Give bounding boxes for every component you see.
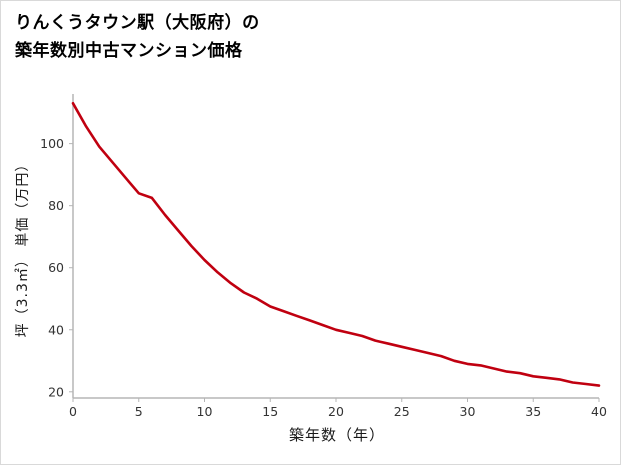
- x-tick-label: 5: [135, 404, 143, 419]
- y-tick-label: 40: [48, 322, 64, 337]
- x-tick-label: 15: [262, 404, 278, 419]
- y-tick-label: 60: [48, 260, 64, 275]
- x-tick-label: 10: [197, 404, 213, 419]
- x-tick-label: 35: [525, 404, 541, 419]
- x-tick-label: 0: [69, 404, 77, 419]
- x-tick-label: 20: [328, 404, 344, 419]
- chart-title-line1: りんくうタウン駅（大阪府）の: [15, 13, 260, 33]
- y-tick-label: 20: [48, 384, 64, 399]
- y-tick-label: 100: [40, 136, 64, 151]
- x-tick-label: 30: [460, 404, 476, 419]
- x-tick-label: 40: [591, 404, 607, 419]
- x-tick-label: 25: [394, 404, 410, 419]
- chart-title-line2: 築年数別中古マンション価格: [15, 41, 243, 62]
- price-line-series: [71, 102, 601, 387]
- chart-title: りんくうタウン駅（大阪府）の 築年数別中古マンション価格: [15, 9, 260, 65]
- y-tick-label: 80: [48, 198, 64, 213]
- x-axis-label: 築年数（年）: [288, 426, 386, 444]
